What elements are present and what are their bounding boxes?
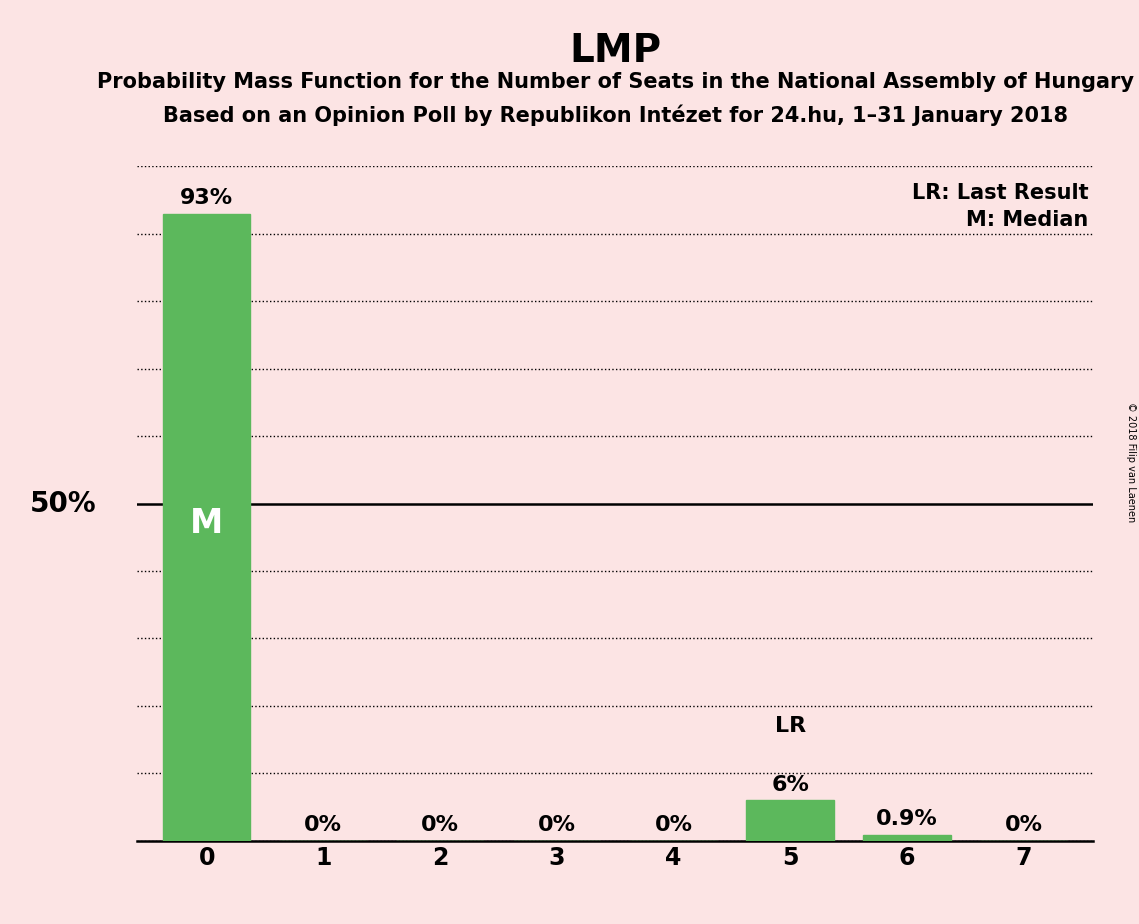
Text: 0%: 0% — [538, 816, 575, 835]
Text: 0%: 0% — [421, 816, 459, 835]
Text: Probability Mass Function for the Number of Seats in the National Assembly of Hu: Probability Mass Function for the Number… — [97, 72, 1133, 92]
Text: © 2018 Filip van Laenen: © 2018 Filip van Laenen — [1126, 402, 1136, 522]
Text: M: M — [190, 507, 223, 541]
Text: 6%: 6% — [771, 775, 809, 795]
Text: 0%: 0% — [1005, 816, 1042, 835]
Text: Based on an Opinion Poll by Republikon Intézet for 24.hu, 1–31 January 2018: Based on an Opinion Poll by Republikon I… — [163, 104, 1067, 126]
Text: M: Median: M: Median — [966, 210, 1089, 230]
Text: 0%: 0% — [655, 816, 693, 835]
Bar — [163, 213, 251, 841]
Text: LMP: LMP — [570, 32, 661, 70]
Text: 0%: 0% — [304, 816, 343, 835]
Text: LR: LR — [775, 716, 805, 736]
Bar — [746, 800, 834, 841]
Bar — [863, 834, 951, 841]
Text: 0.9%: 0.9% — [876, 809, 937, 830]
Text: 50%: 50% — [30, 490, 96, 517]
Text: LR: Last Result: LR: Last Result — [912, 183, 1089, 203]
Text: 93%: 93% — [180, 188, 233, 208]
